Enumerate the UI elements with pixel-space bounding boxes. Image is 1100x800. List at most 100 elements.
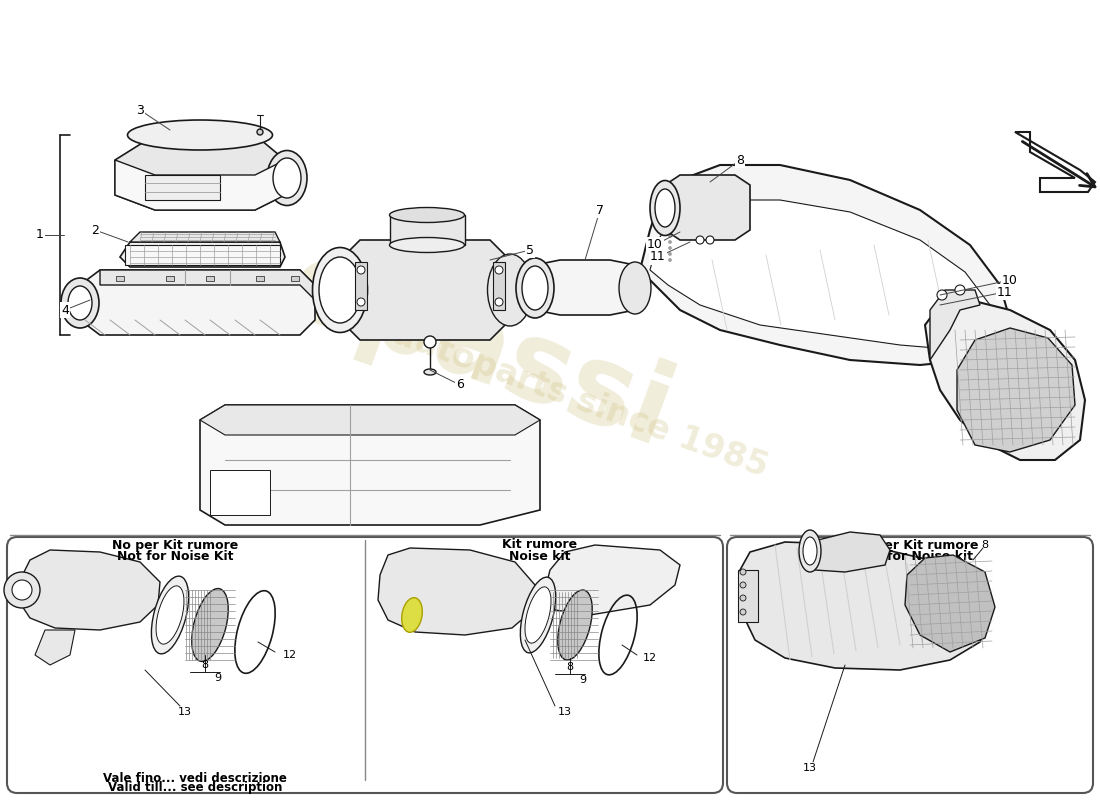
Circle shape: [669, 222, 671, 226]
Bar: [390, 215, 465, 245]
Text: 5: 5: [526, 243, 534, 257]
Circle shape: [669, 258, 671, 262]
Polygon shape: [116, 160, 285, 210]
Polygon shape: [957, 328, 1075, 452]
Ellipse shape: [799, 530, 821, 572]
Polygon shape: [666, 175, 750, 240]
Bar: [206, 276, 214, 281]
Ellipse shape: [273, 158, 301, 198]
Bar: [210, 470, 270, 515]
Ellipse shape: [522, 266, 548, 310]
Bar: [256, 276, 264, 281]
Ellipse shape: [191, 589, 228, 662]
Text: 2: 2: [91, 223, 99, 237]
Ellipse shape: [312, 247, 367, 333]
Polygon shape: [18, 550, 160, 630]
Text: 7: 7: [596, 203, 604, 217]
Circle shape: [706, 236, 714, 244]
Circle shape: [669, 205, 671, 207]
Polygon shape: [740, 542, 990, 670]
Bar: [125, 245, 280, 265]
Polygon shape: [925, 300, 1085, 460]
Text: 13: 13: [803, 763, 817, 773]
Polygon shape: [1015, 132, 1094, 192]
Circle shape: [4, 572, 40, 608]
Text: 9: 9: [214, 673, 221, 683]
Bar: [166, 276, 174, 281]
Ellipse shape: [558, 590, 592, 660]
Text: autoparts since 1985: autoparts since 1985: [387, 317, 772, 483]
Text: Valid for Noise kit: Valid for Noise kit: [847, 550, 972, 562]
Ellipse shape: [654, 189, 675, 227]
Circle shape: [937, 290, 947, 300]
Polygon shape: [130, 232, 280, 242]
Text: 3: 3: [136, 103, 144, 117]
Ellipse shape: [267, 150, 307, 206]
Text: 8: 8: [201, 660, 209, 670]
Ellipse shape: [156, 586, 184, 644]
Circle shape: [740, 582, 746, 588]
Circle shape: [358, 298, 365, 306]
Ellipse shape: [619, 262, 651, 314]
Circle shape: [358, 266, 365, 274]
Bar: [145, 175, 220, 200]
Text: 11: 11: [650, 250, 666, 263]
Circle shape: [669, 241, 671, 243]
Ellipse shape: [525, 587, 551, 643]
Text: 6: 6: [456, 378, 464, 391]
Bar: [355, 262, 367, 310]
Text: 4: 4: [62, 303, 69, 317]
Ellipse shape: [152, 576, 188, 654]
Bar: [738, 570, 758, 622]
Text: Vale fino... vedi descrizione: Vale fino... vedi descrizione: [103, 771, 287, 785]
FancyBboxPatch shape: [7, 537, 723, 793]
Circle shape: [669, 234, 671, 238]
Circle shape: [740, 595, 746, 601]
Polygon shape: [640, 165, 1010, 365]
Ellipse shape: [424, 369, 436, 375]
Text: 13: 13: [558, 707, 572, 717]
Polygon shape: [650, 200, 997, 350]
Ellipse shape: [389, 207, 464, 222]
Circle shape: [495, 298, 503, 306]
Circle shape: [669, 229, 671, 231]
Ellipse shape: [520, 577, 556, 653]
Polygon shape: [80, 270, 315, 335]
Text: Not for Noise Kit: Not for Noise Kit: [117, 550, 233, 562]
Text: Valid till... see description: Valid till... see description: [108, 782, 283, 794]
Text: 8: 8: [736, 154, 744, 166]
Ellipse shape: [389, 238, 464, 253]
Ellipse shape: [516, 258, 554, 318]
Text: 1: 1: [36, 229, 44, 242]
Bar: [116, 276, 124, 281]
Circle shape: [669, 253, 671, 255]
Text: Kit rumore: Kit rumore: [503, 538, 578, 551]
Bar: [292, 276, 299, 281]
Ellipse shape: [60, 278, 99, 328]
Text: 11: 11: [997, 286, 1013, 298]
Circle shape: [955, 285, 965, 295]
Polygon shape: [535, 260, 635, 315]
Polygon shape: [200, 405, 540, 435]
Polygon shape: [930, 290, 980, 360]
Circle shape: [257, 129, 263, 135]
Ellipse shape: [402, 598, 422, 632]
Circle shape: [12, 580, 32, 600]
Text: No per Kit rumore: No per Kit rumore: [112, 538, 238, 551]
Text: 12: 12: [283, 650, 297, 660]
Polygon shape: [120, 242, 285, 267]
Circle shape: [495, 266, 503, 274]
Ellipse shape: [319, 257, 361, 323]
Circle shape: [669, 217, 671, 219]
Text: Vale per Kit rumore: Vale per Kit rumore: [842, 538, 979, 551]
Text: 12: 12: [642, 653, 657, 663]
Ellipse shape: [803, 537, 817, 565]
Polygon shape: [100, 270, 315, 300]
FancyBboxPatch shape: [727, 537, 1093, 793]
Text: 13: 13: [178, 707, 192, 717]
Polygon shape: [200, 405, 540, 525]
Ellipse shape: [68, 286, 92, 320]
Polygon shape: [905, 555, 996, 652]
Text: 8: 8: [566, 662, 573, 672]
Ellipse shape: [650, 181, 680, 235]
